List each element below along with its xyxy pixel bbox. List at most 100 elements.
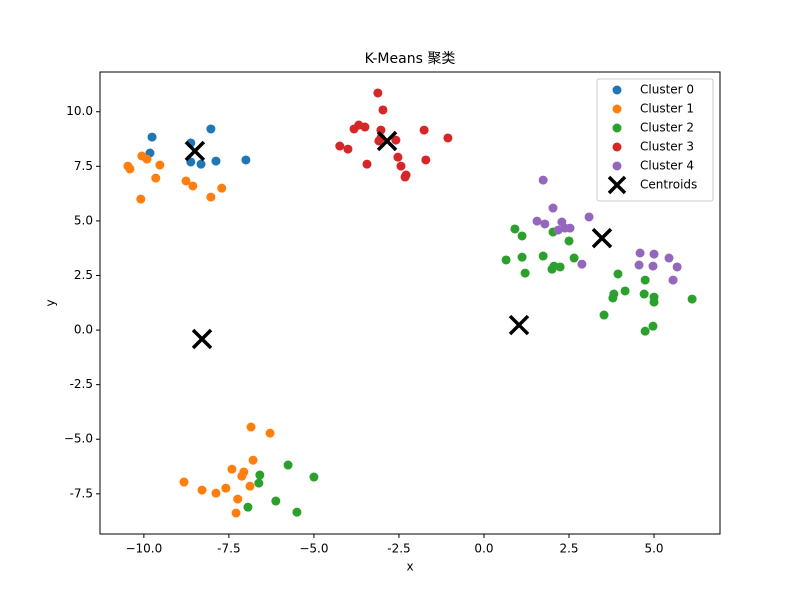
centroid-marker [376,130,398,152]
scatter-point [188,181,198,191]
scatter-point [125,164,135,174]
scatter-point [648,261,658,271]
scatter-point [217,183,227,193]
scatter-point [227,464,237,474]
scatter-point [443,133,453,143]
y-tick-label: 7.5 [74,159,93,173]
scatter-point [613,269,623,279]
scatter-point [245,481,255,491]
scatter-point [517,231,527,241]
scatter-point [151,173,161,183]
scatter-point [565,223,575,233]
scatter-point [555,262,565,272]
legend-marker [612,104,622,114]
legend-label: Centroids [640,178,697,192]
scatter-point [639,289,649,299]
scatter-point [248,455,258,465]
scatter-point [243,502,253,512]
scatter-point [211,488,221,498]
legend-box [596,78,714,202]
scatter-point [283,460,293,470]
x-tick-label: −10.0 [125,542,162,556]
scatter-point [553,225,563,235]
y-tick-label: −5.0 [64,432,93,446]
scatter-point [136,194,146,204]
scatter-point [640,326,650,336]
scatter-point [179,477,189,487]
centroid-marker [191,328,213,350]
y-tick-label: -2.5 [70,377,93,391]
legend-marker [612,161,622,171]
scatter-point [206,124,216,134]
scatter-point [221,483,231,493]
scatter-point [640,275,650,285]
legend-marker [612,85,622,95]
scatter-point [231,508,241,518]
scatter-point [577,259,587,269]
scatter-point [648,321,658,331]
centroid-marker [508,314,530,336]
y-tick-label: 0.0 [74,323,93,337]
scatter-point [335,141,345,151]
legend-marker [612,123,622,133]
y-tick-label: 5.0 [74,213,93,227]
scatter-point [584,212,594,222]
scatter-point [155,160,165,170]
scatter-point [520,268,530,278]
scatter-point [419,125,429,135]
scatter-point [421,155,431,165]
scatter-point [540,219,550,229]
scatter-point [548,203,558,213]
scatter-point [396,161,406,171]
scatter-point [391,135,401,145]
x-tick-label: 0.0 [474,542,493,556]
plot-frame [99,71,721,535]
legend-label: Cluster 3 [640,140,694,154]
scatter-point [349,124,359,134]
legend-label: Cluster 1 [640,102,694,116]
scatter-point [532,216,542,226]
scatter-point [672,262,682,272]
scatter-point [309,472,319,482]
scatter-point [400,172,410,182]
scatter-point [233,494,243,504]
scatter-point [255,470,265,480]
x-tick-label: -7.5 [217,542,240,556]
scatter-point [599,310,609,320]
y-tick-label: -7.5 [70,486,93,500]
scatter-point [265,428,275,438]
scatter-point [254,478,264,488]
scatter-point [246,422,256,432]
scatter-point [197,485,207,495]
scatter-point [393,152,403,162]
scatter-point [241,155,251,165]
chart-title: K-Means 聚类 [365,51,456,67]
scatter-point [547,264,557,274]
y-tick-label: 10.0 [66,104,93,118]
scatter-point [147,132,157,142]
scatter-point [211,156,221,166]
legend-marker [612,142,622,152]
scatter-point [538,251,548,261]
scatter-point [649,297,659,307]
scatter-point [373,88,383,98]
legend-label: Cluster 2 [640,121,694,135]
scatter-point [564,236,574,246]
scatter-point [664,253,674,263]
x-tick-label: -2.5 [387,542,410,556]
scatter-point [374,136,384,146]
x-tick-label: 2.5 [559,542,578,556]
scatter-point [668,275,678,285]
scatter-point [501,255,511,265]
legend-marker [607,175,627,195]
scatter-point [569,253,579,263]
scatter-point [142,154,152,164]
x-tick-label: −5.0 [299,542,328,556]
scatter-point [517,252,527,262]
scatter-point [292,507,302,517]
scatter-point [620,286,630,296]
scatter-point [360,122,370,132]
scatter-point [687,294,697,304]
scatter-point [378,105,388,115]
